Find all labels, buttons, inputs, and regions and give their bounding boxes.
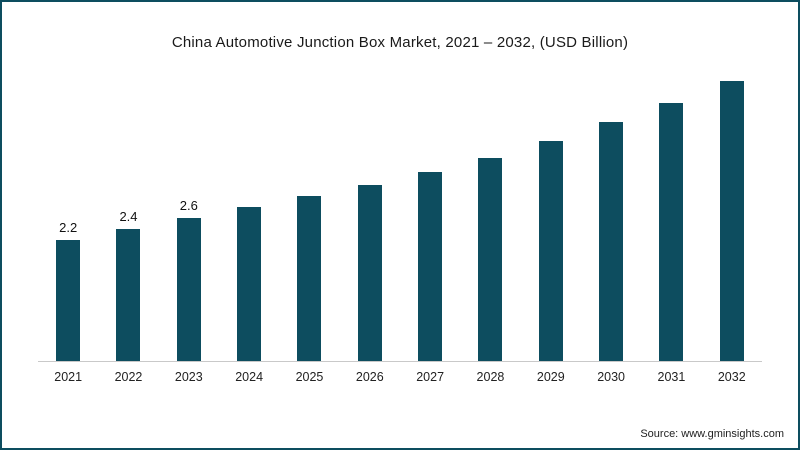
bar-column-2029	[521, 121, 581, 361]
x-tick-label-2030: 2030	[597, 370, 626, 384]
bar-2026	[357, 185, 382, 361]
x-tick-label-2029: 2029	[536, 370, 565, 384]
bars: 2.2 2.4 2.6	[38, 59, 762, 362]
bar-column-2028	[460, 138, 520, 361]
bar-value-label: 2.6	[179, 198, 198, 213]
bar-2023	[176, 218, 201, 361]
chart-title: China Automotive Junction Box Market, 20…	[171, 34, 629, 51]
bar-2032	[719, 81, 744, 361]
bar-column-2021: 2.2	[38, 220, 98, 361]
x-axis-labels: 2021 2022 2023 2024 2025 2026 2027 2028 2029 2030…	[38, 370, 762, 384]
x-tick-label-2025: 2025	[295, 370, 324, 384]
bar-2029	[538, 141, 563, 361]
x-tick-label-2027: 2027	[416, 370, 445, 384]
bar-2028	[478, 158, 503, 361]
x-tick-label-2028: 2028	[476, 370, 505, 384]
bar-2022	[116, 229, 141, 361]
source-attribution: Source: www.gminsights.com	[640, 428, 784, 440]
bar-column-2027	[400, 152, 460, 361]
bar-column-2032	[702, 61, 762, 361]
bar-column-2026	[340, 165, 400, 361]
x-tick-label-2024: 2024	[235, 370, 264, 384]
bar-value-label: 2.4	[119, 209, 138, 224]
x-tick-label-2031: 2031	[657, 370, 686, 384]
bar-column-2023: 2.6	[159, 198, 219, 361]
x-tick-label-2021: 2021	[54, 370, 83, 384]
bar-column-2031	[641, 83, 701, 361]
bar-column-2024	[219, 187, 279, 361]
bar-2030	[599, 122, 624, 361]
bar-value-label: 2.2	[59, 220, 78, 235]
bar-2027	[418, 172, 443, 361]
x-tick-label-2026: 2026	[355, 370, 384, 384]
bar-2031	[659, 103, 684, 361]
x-tick-label-2022: 2022	[114, 370, 143, 384]
x-tick-label-2032: 2032	[717, 370, 746, 384]
bar-2024	[237, 207, 262, 361]
plot-area: 2.2 2.4 2.6 2021 2022 2023 2024 2025 2026 2027 20…	[38, 51, 762, 384]
bar-column-2030	[581, 102, 641, 361]
x-tick-label-2023: 2023	[174, 370, 203, 384]
bar-column-2025	[279, 176, 339, 361]
bar-column-2022: 2.4	[98, 209, 158, 361]
bar-2025	[297, 196, 322, 361]
bar-2021	[56, 240, 81, 361]
